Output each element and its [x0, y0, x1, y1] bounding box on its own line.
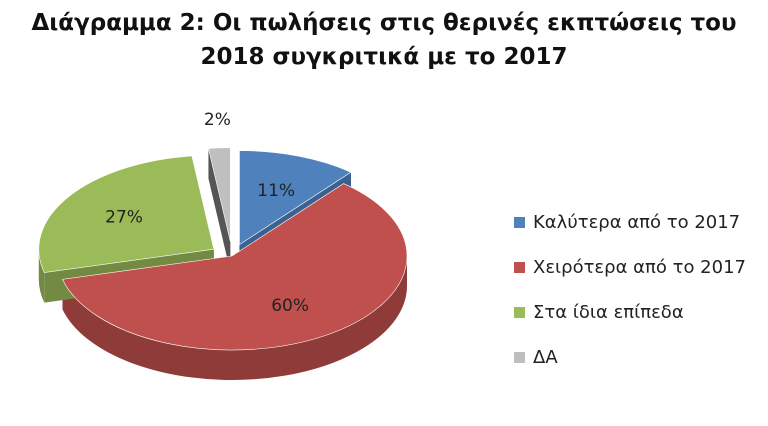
chart-title-line-2: 2018 συγκριτικά με το 2017	[200, 44, 568, 70]
legend-label-3: ΔΑ	[533, 347, 558, 368]
slice-side-1	[62, 256, 407, 381]
legend-swatch-1	[514, 262, 525, 273]
legend-swatch-0	[514, 217, 525, 228]
legend-item-2: Στα ίδια επίπεδα	[514, 290, 746, 335]
legend-label-0: Καλύτερα από το 2017	[533, 212, 741, 233]
pie-labels: 11% 60% 27% 2%	[105, 110, 309, 316]
pie-slices	[38, 147, 408, 351]
pie-slice-2	[38, 155, 215, 273]
legend-swatch-2	[514, 307, 525, 318]
chart-title-line-1: Διάγραμμα 2: Οι πωλήσεις στις θερινές εκ…	[31, 10, 737, 36]
slice-label-2: 27%	[105, 207, 143, 227]
legend-item-3: ΔΑ	[514, 335, 746, 380]
legend-item-0: Καλύτερα από το 2017	[514, 200, 746, 245]
pie-slice-1	[62, 183, 408, 351]
slice-side-2	[38, 249, 45, 303]
legend: Καλύτερα από το 2017 Χειρότερα από το 201…	[514, 200, 746, 380]
legend-label-1: Χειρότερα από το 2017	[533, 257, 746, 278]
pie-slice-3	[208, 147, 231, 242]
legend-item-1: Χειρότερα από το 2017	[514, 245, 746, 290]
legend-swatch-3	[514, 352, 525, 363]
slice-side-3-face-0	[208, 148, 231, 272]
slice-label-1: 60%	[271, 296, 309, 316]
legend-label-2: Στα ίδια επίπεδα	[533, 302, 684, 323]
slice-label-3: 2%	[204, 110, 231, 130]
chart-title: Διάγραμμα 2: Οι πωλήσεις στις θερινές εκ…	[0, 6, 768, 74]
slice-label-0: 11%	[257, 181, 295, 201]
pie-slice-0	[239, 150, 352, 246]
